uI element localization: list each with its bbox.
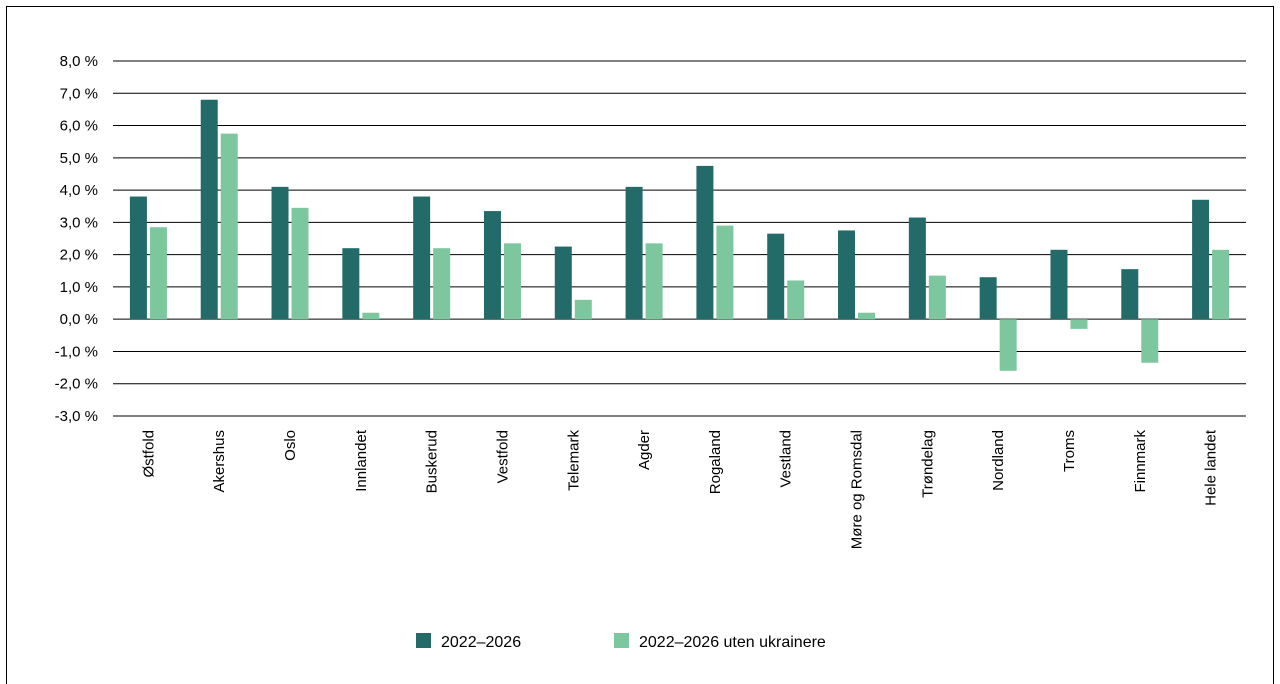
category-label: Nordland <box>990 430 1007 491</box>
category-label: Troms <box>1061 430 1078 472</box>
bar-2022-2026 <box>271 186 289 320</box>
y-tick-label: 2,0 % <box>60 247 98 264</box>
bar-2022-2026 <box>767 233 785 320</box>
category-label: Østfold <box>140 430 157 478</box>
bar-2022-2026 <box>483 211 501 320</box>
bar-2022-2026-uten-ukrainere <box>716 225 734 320</box>
bar-2022-2026 <box>838 230 856 320</box>
category-label: Vestland <box>778 430 795 488</box>
category-label: Finnmark <box>1132 430 1149 493</box>
y-tick-label: 1,0 % <box>60 279 98 296</box>
category-label: Buskerud <box>424 430 441 493</box>
bar-2022-2026 <box>1192 199 1210 320</box>
chart-frame <box>6 6 1274 684</box>
bar-2022-2026 <box>979 277 997 320</box>
legend-swatch <box>416 633 431 648</box>
category-label: Telemark <box>565 430 582 491</box>
bar-2022-2026 <box>413 196 431 320</box>
legend-swatch <box>614 633 629 648</box>
y-tick-label: -2,0 % <box>55 376 98 393</box>
bar-2022-2026-uten-ukrainere <box>787 280 805 320</box>
y-tick-label: 5,0 % <box>60 150 98 167</box>
bar-2022-2026 <box>1050 249 1068 320</box>
category-label: Hele landet <box>1203 429 1220 506</box>
legend-label: 2022–2026 uten ukrainere <box>639 634 826 651</box>
bar-2022-2026 <box>696 165 714 320</box>
category-label: Trøndelag <box>919 430 936 498</box>
category-label: Akershus <box>211 430 228 493</box>
bar-2022-2026-uten-ukrainere <box>291 207 309 320</box>
bar-2022-2026 <box>342 248 360 320</box>
category-label: Vestfold <box>494 430 511 483</box>
bar-2022-2026-uten-ukrainere <box>220 133 238 320</box>
y-tick-label: 7,0 % <box>60 85 98 102</box>
y-tick-label: -3,0 % <box>55 408 98 425</box>
category-label: Møre og Romsdal <box>849 430 866 549</box>
category-label: Rogaland <box>707 430 724 494</box>
legend-label: 2022–2026 <box>441 634 521 651</box>
bar-2022-2026-uten-ukrainere <box>574 299 592 320</box>
y-axis: 8,0 % 7,0 % 6,0 % 5,0 % 4,0 % 3,0 % 2,0 % 1,0 %… <box>55 53 98 425</box>
bar-2022-2026-uten-ukrainere <box>1070 319 1088 329</box>
category-label: Innlandet <box>353 429 370 492</box>
bar-2022-2026 <box>625 186 643 320</box>
bar-2022-2026 <box>200 99 218 320</box>
y-tick-label: 8,0 % <box>60 53 98 70</box>
bar-2022-2026 <box>554 246 572 320</box>
x-axis: Østfold Akershus Oslo Innlandet Buskerud Vest… <box>140 429 1219 549</box>
category-label: Oslo <box>282 430 299 461</box>
category-label: Agder <box>636 430 653 470</box>
bar-2022-2026-uten-ukrainere <box>999 319 1017 371</box>
bar-2022-2026-uten-ukrainere <box>503 243 521 320</box>
bar-2022-2026-uten-ukrainere <box>433 248 451 320</box>
y-tick-label: -1,0 % <box>55 343 98 360</box>
bar-2022-2026-uten-ukrainere <box>1141 319 1159 363</box>
bars <box>129 99 1230 371</box>
bar-2022-2026 <box>908 217 926 320</box>
bar-2022-2026 <box>1121 269 1139 320</box>
legend: 2022–2026 2022–2026 uten ukrainere <box>416 633 826 651</box>
bar-2022-2026-uten-ukrainere <box>858 312 876 320</box>
bar-2022-2026-uten-ukrainere <box>928 275 946 320</box>
y-tick-label: 6,0 % <box>60 118 98 135</box>
bar-2022-2026-uten-ukrainere <box>645 243 663 320</box>
y-tick-label: 0,0 % <box>60 311 98 328</box>
bar-2022-2026-uten-ukrainere <box>362 312 380 320</box>
y-tick-label: 4,0 % <box>60 182 98 199</box>
y-tick-label: 3,0 % <box>60 214 98 231</box>
bar-2022-2026-uten-ukrainere <box>149 227 167 320</box>
bar-2022-2026-uten-ukrainere <box>1212 249 1230 320</box>
bar-2022-2026 <box>129 196 147 320</box>
